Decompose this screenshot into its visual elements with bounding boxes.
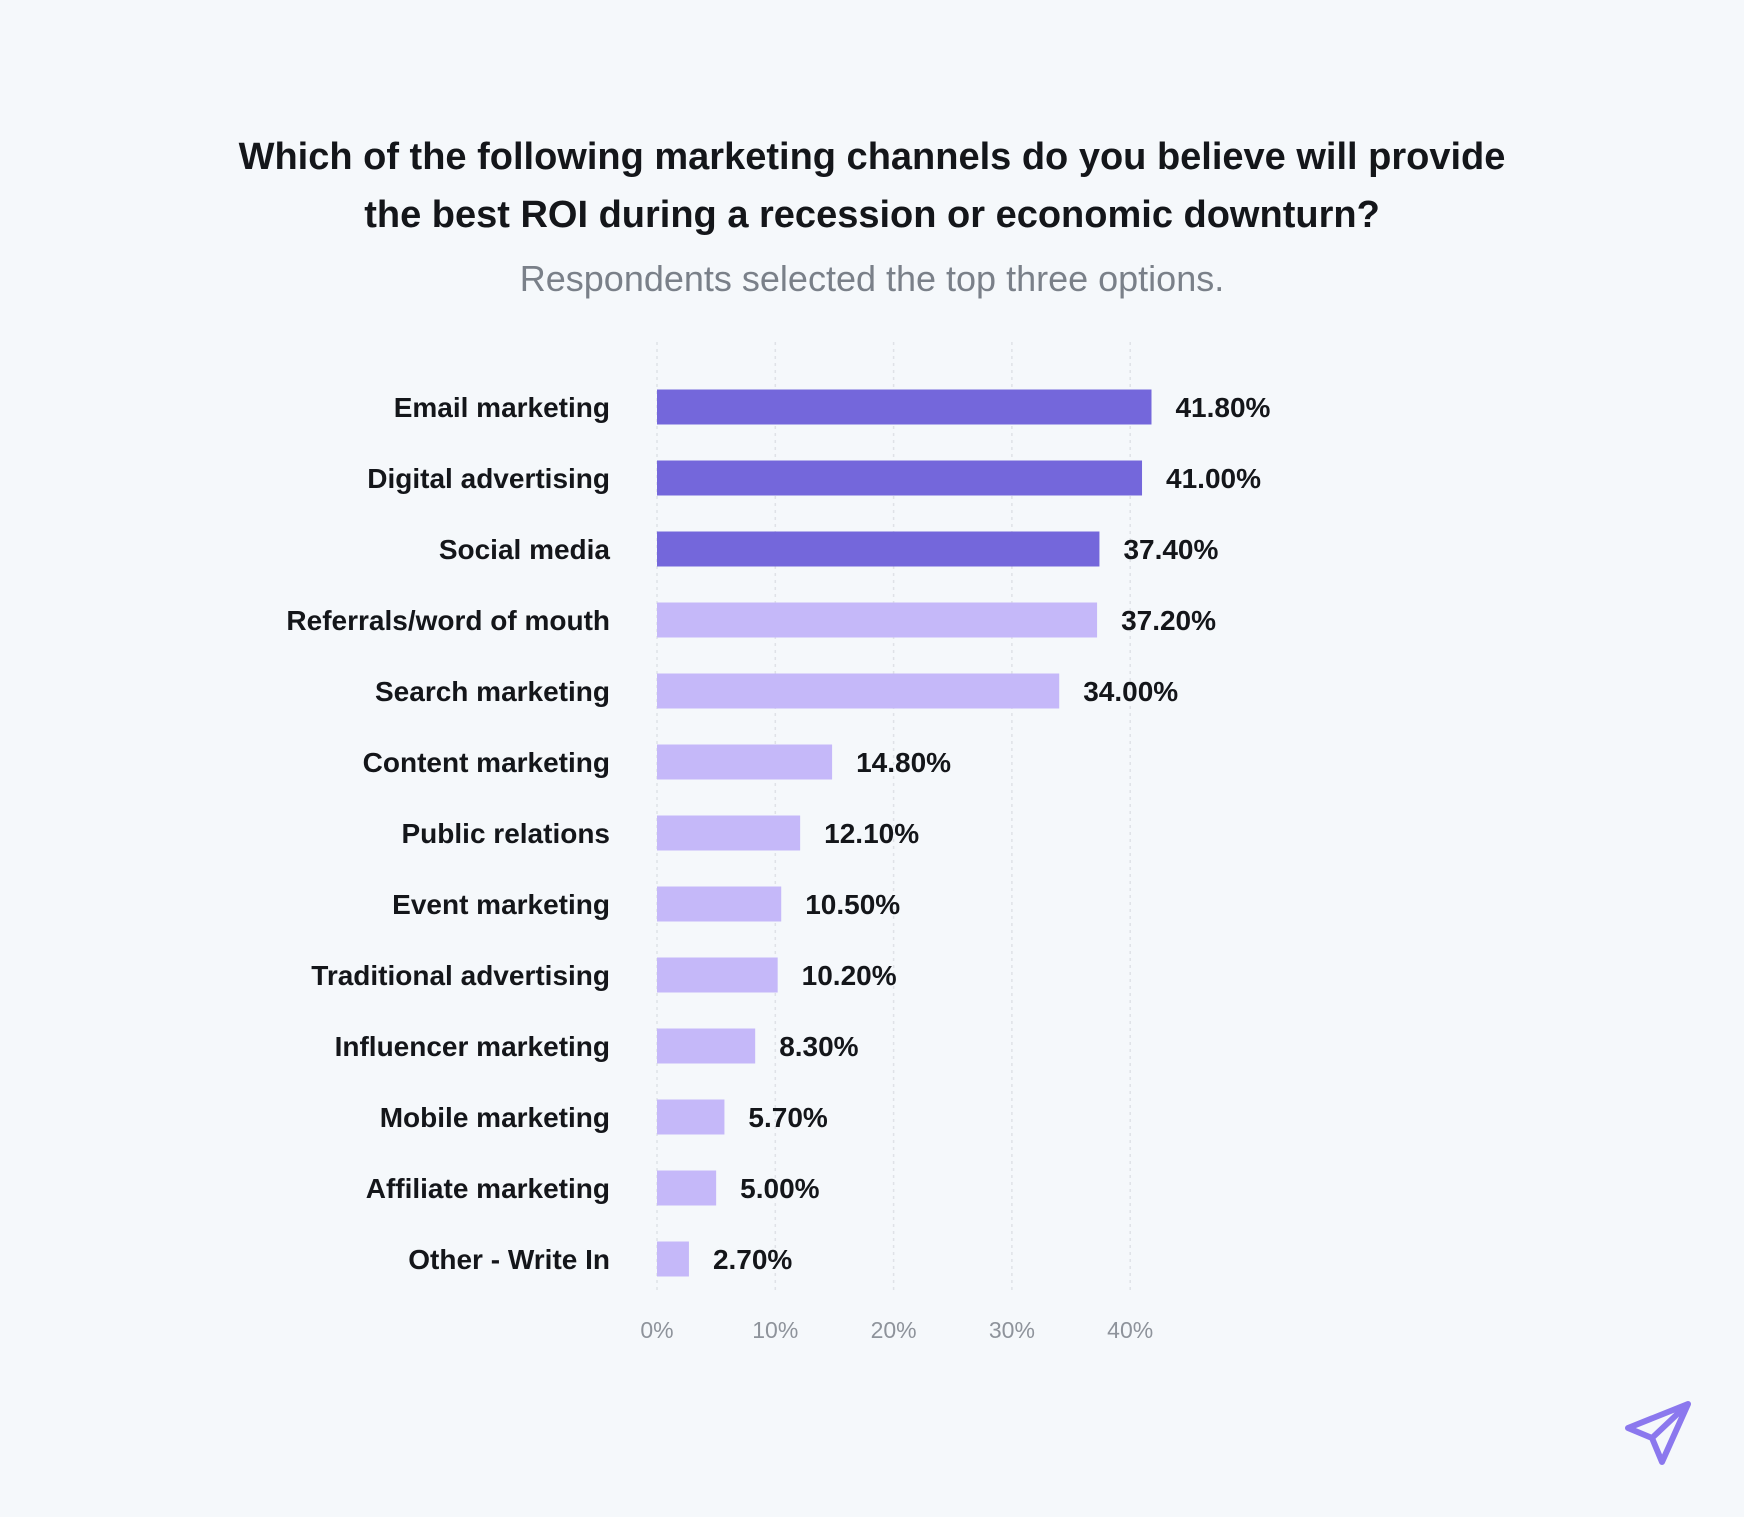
bar [657,460,1143,496]
value-label: 5.70% [748,1102,827,1133]
value-label: 8.30% [779,1031,858,1062]
value-label: 14.80% [856,747,951,778]
category-label: Digital advertising [367,463,610,494]
category-label: Referrals/word of mouth [286,605,610,636]
x-axis-ticks: 0% 10% 20% 30% 40% [640,1317,1153,1343]
bar [657,1099,725,1135]
value-label: 10.50% [805,889,900,920]
bars [657,389,1152,1277]
chart-title-line-2: the best ROI during a recession or econo… [364,194,1380,236]
category-labels: Email marketing Digital advertising Social… [286,392,610,1275]
category-label: Mobile marketing [380,1102,610,1133]
category-label: Social media [439,534,611,565]
value-label: 37.20% [1121,605,1216,636]
category-label: Influencer marketing [335,1031,610,1062]
bar [657,815,801,851]
paper-plane-icon [1625,1401,1691,1465]
bar [657,1241,689,1277]
x-tick-label: 10% [752,1317,798,1343]
bar [657,744,833,780]
bar [657,389,1152,425]
bar [657,1170,717,1206]
category-label: Event marketing [392,889,610,920]
value-label: 5.00% [740,1173,819,1204]
value-label: 41.00% [1166,463,1261,494]
value-label: 2.70% [713,1244,792,1275]
bar [657,531,1100,567]
value-label: 41.80% [1175,392,1270,423]
value-label: 37.40% [1123,534,1218,565]
bar [657,673,1060,709]
category-label: Affiliate marketing [366,1173,610,1204]
x-tick-label: 30% [989,1317,1035,1343]
bar [657,1028,756,1064]
value-label: 34.00% [1083,676,1178,707]
x-tick-label: 20% [871,1317,917,1343]
x-tick-label: 0% [640,1317,673,1343]
bar [657,602,1098,638]
category-label: Public relations [402,818,611,849]
chart-subtitle: Respondents selected the top three optio… [519,258,1225,299]
chart-title-line-1: Which of the following marketing channel… [238,136,1506,178]
value-label: 12.10% [824,818,919,849]
category-label: Traditional advertising [311,960,610,991]
bar [657,886,782,922]
category-label: Search marketing [375,676,610,707]
category-label: Content marketing [363,747,610,778]
value-labels: 41.80% 41.00% 37.40% 37.20% 34.00% 14.80% 12.1… [713,392,1271,1275]
bar [657,957,778,993]
category-label: Other - Write In [408,1244,610,1275]
x-tick-label: 40% [1107,1317,1153,1343]
value-label: 10.20% [802,960,897,991]
category-label: Email marketing [394,392,610,423]
chart-title: Which of the following marketing channel… [0,128,1744,244]
